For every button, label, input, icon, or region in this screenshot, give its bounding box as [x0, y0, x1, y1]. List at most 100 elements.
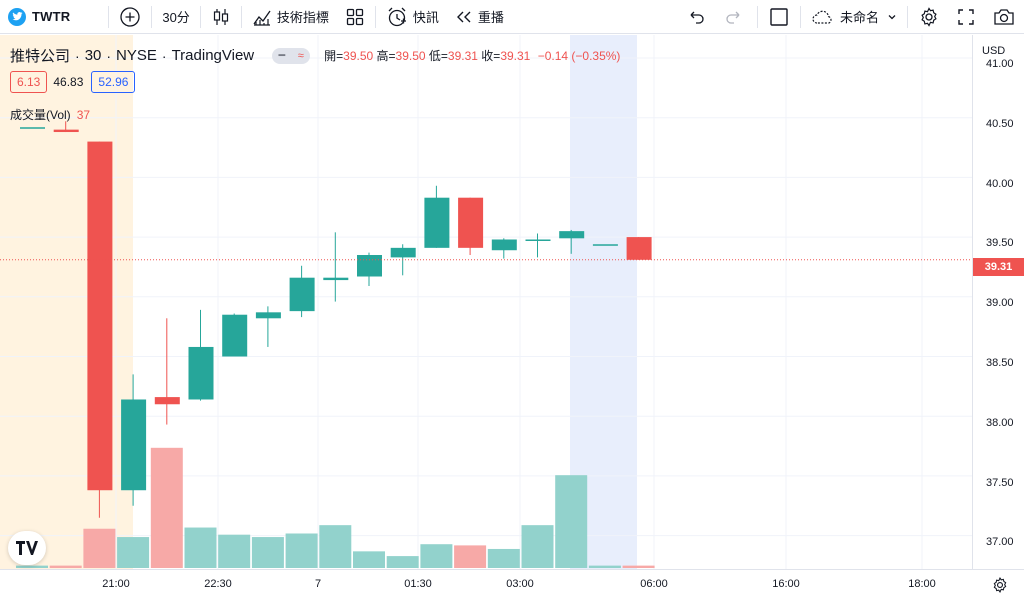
time-tick: 21:00	[102, 578, 130, 590]
open-value: 39.50	[343, 49, 374, 63]
candle-body	[424, 197, 450, 248]
price-tick: 37.50	[986, 477, 1014, 489]
volume-bar	[117, 537, 150, 568]
toolbar-divider	[240, 5, 242, 28]
volume-bar	[319, 525, 352, 568]
fullscreen-button[interactable]	[948, 0, 984, 34]
volume-legend[interactable]: 成交量(Vol) 37	[10, 106, 90, 123]
cloud-icon	[812, 10, 832, 24]
candle-body	[121, 399, 147, 491]
volume-bar	[386, 556, 419, 568]
tradingview-logo[interactable]	[8, 531, 46, 565]
settings-button[interactable]	[910, 0, 948, 34]
gear-icon	[921, 6, 937, 27]
fullscreen-layout-button[interactable]	[760, 0, 798, 34]
snapshot-button[interactable]	[984, 0, 1024, 34]
chevron-down-icon	[888, 14, 896, 19]
price-chart[interactable]	[0, 35, 972, 569]
volume-bar	[49, 565, 82, 568]
time-tick: 16:00	[772, 578, 800, 590]
templates-button[interactable]	[337, 0, 373, 34]
candle-body	[357, 255, 382, 277]
interval-label: 30分	[162, 10, 190, 25]
candle-body	[323, 277, 349, 281]
candle-body	[491, 239, 517, 251]
indicator-value-box: 52.96	[91, 71, 136, 93]
toolbar-divider	[799, 5, 801, 28]
candles-icon	[213, 8, 228, 25]
high-value: 39.50	[395, 49, 426, 63]
time-tick: 18:00	[908, 578, 936, 590]
fullscreen-icon	[958, 8, 974, 25]
replay-label: 重播	[477, 10, 504, 25]
volume-bar	[420, 544, 453, 568]
redo-icon	[726, 11, 740, 24]
toolbar-divider	[199, 5, 201, 28]
candle-body	[559, 231, 585, 239]
chart-type-button[interactable]	[203, 0, 239, 34]
volume-bar	[454, 545, 487, 568]
candle-body	[390, 247, 416, 258]
candle-body	[592, 244, 618, 246]
price-tick: 40.50	[986, 118, 1014, 130]
plus-circle-icon	[120, 6, 140, 27]
twitter-logo-icon	[8, 7, 26, 26]
candle-body	[53, 129, 79, 133]
volume-bar	[588, 565, 621, 568]
indicator-value-box: 6.13	[10, 71, 48, 93]
toolbar-divider	[907, 5, 908, 28]
layout-name: 未命名	[839, 10, 879, 25]
price-tick: 40.00	[986, 178, 1014, 190]
volume-bar	[555, 475, 588, 568]
layout-menu-button[interactable]: 未命名	[803, 0, 905, 34]
tradingview-logo-icon	[16, 541, 38, 555]
volume-bar	[353, 551, 385, 568]
last-price-label: 39.31	[973, 258, 1024, 276]
interval-button[interactable]: 30分	[154, 0, 197, 34]
legend-toggle[interactable]: ━ ≈	[272, 47, 311, 64]
volume-bar	[521, 525, 554, 568]
symbol-search-button[interactable]: TWTR	[0, 0, 78, 34]
price-tick: 39.50	[986, 237, 1014, 249]
volume-bar	[285, 533, 318, 568]
change-value: −0.14 (−0.35%)	[537, 49, 621, 63]
price-tick: 37.00	[986, 536, 1014, 548]
candle-body	[289, 277, 315, 312]
volume-bar	[622, 565, 655, 568]
undo-icon	[690, 11, 704, 24]
price-tick: 41.00	[986, 58, 1014, 70]
toolbar-divider	[374, 5, 376, 28]
price-tick: 38.00	[986, 417, 1014, 429]
candle-body	[87, 141, 113, 491]
indicators-button[interactable]: 技術指標	[244, 0, 337, 34]
candle-body	[458, 197, 484, 248]
toolbar-divider	[108, 5, 110, 28]
undo-button[interactable]	[679, 0, 715, 34]
alert-button[interactable]: 快訊	[378, 0, 447, 34]
square-icon	[770, 7, 788, 26]
time-scale-settings-button[interactable]	[991, 576, 1009, 599]
legend-source: TradingView	[171, 47, 255, 64]
legend-exchange: NYSE	[116, 47, 157, 64]
candle-body	[626, 237, 652, 260]
candle-body	[222, 314, 248, 357]
price-scale[interactable]	[972, 35, 1024, 569]
indicators-label: 技術指標	[276, 10, 329, 25]
redo-button[interactable]	[715, 0, 751, 34]
gear-icon	[993, 576, 1007, 594]
compare-symbol-button[interactable]	[111, 0, 149, 34]
chart-legend: 推特公司 · 30 · NYSE · TradingView ━ ≈ 開=39.5…	[10, 47, 621, 65]
time-tick: 03:00	[506, 578, 534, 590]
candle-body	[525, 239, 551, 241]
currency-label[interactable]: USD	[982, 45, 1006, 57]
indicators-icon	[253, 10, 271, 26]
candle-body	[20, 127, 45, 129]
symbol-name: TWTR	[32, 9, 71, 24]
legend-interval: 30	[84, 47, 102, 64]
grid-icon	[346, 8, 363, 25]
volume-bar	[16, 565, 48, 568]
price-tick: 38.50	[986, 357, 1014, 369]
rewind-icon	[456, 11, 471, 22]
time-scale[interactable]	[0, 569, 1024, 603]
replay-button[interactable]: 重播	[447, 0, 512, 34]
